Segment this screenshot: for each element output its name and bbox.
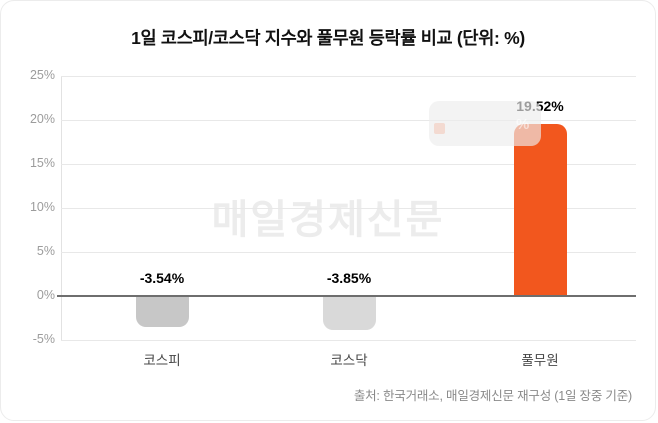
gridline [61, 339, 636, 341]
y-tick-label: 15% [29, 156, 55, 170]
tooltip-percent-glyph: % [516, 116, 530, 133]
category-label-코스피: 코스피 [143, 353, 181, 368]
zero-axis-line [57, 295, 636, 297]
bar-코스닥[interactable] [322, 296, 376, 330]
tooltip-series-swatch [434, 123, 445, 134]
y-tick-label: 25% [29, 68, 55, 82]
y-tick-label: 5% [36, 244, 55, 258]
category-label-코스닥: 코스닥 [330, 353, 368, 368]
gridline [61, 163, 636, 165]
source-caption: 출처: 한국거래소, 매일경제신문 재구성 (1일 장중 기준) [353, 389, 632, 403]
gridline [61, 119, 636, 121]
bar-풀무원[interactable] [513, 124, 567, 296]
value-label-코스피: -3.54% [139, 270, 185, 286]
plot-area: -3.54%-3.85%19.52% [57, 75, 636, 341]
y-tick-label: 10% [29, 200, 55, 214]
gridline [61, 251, 636, 253]
tooltip: % [429, 101, 541, 146]
y-tick-label: 0% [36, 288, 55, 302]
y-tick-label: 20% [29, 112, 55, 126]
gridline [61, 75, 636, 77]
chart-title: 1일 코스피/코스닥 지수와 풀무원 등락률 비교 (단위: %) [131, 28, 525, 48]
y-tick-label: -5% [32, 332, 55, 346]
value-label-코스닥: -3.85% [326, 270, 372, 286]
bar-코스피[interactable] [135, 296, 189, 328]
category-label-풀무원: 풀무원 [521, 353, 559, 368]
gridline [61, 207, 636, 209]
